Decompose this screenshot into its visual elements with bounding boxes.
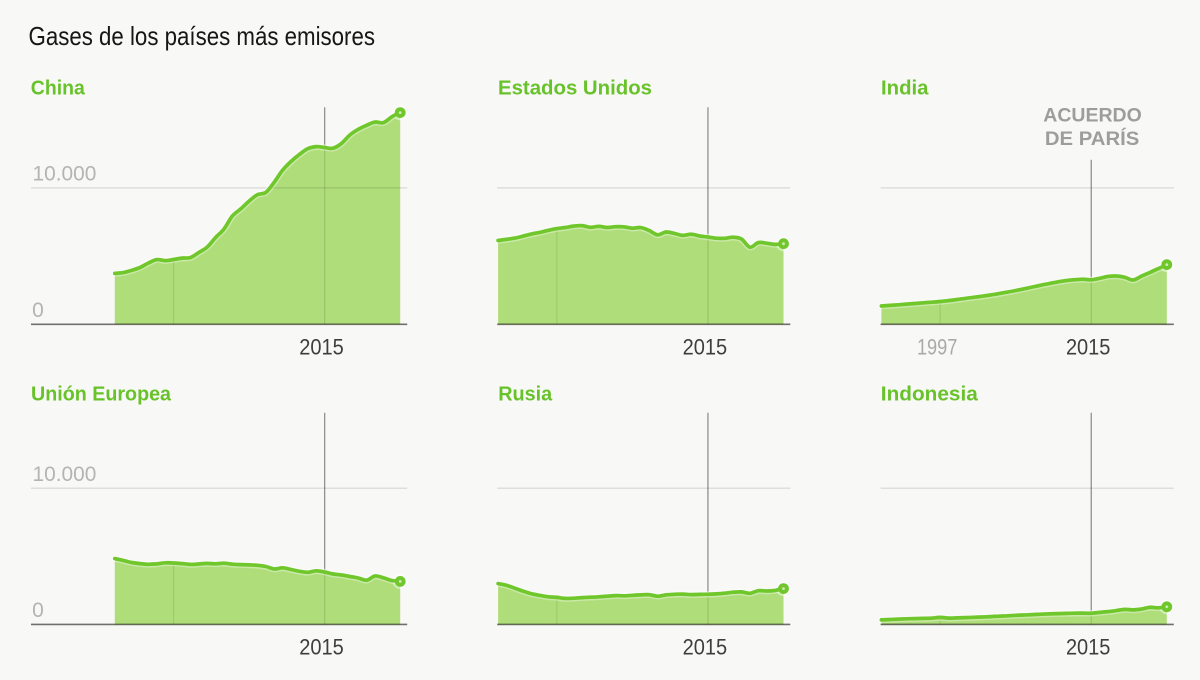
svg-text:Rusia: Rusia <box>498 383 553 405</box>
svg-text:Gases de los países más emisor: Gases de los países más emisores <box>29 21 376 51</box>
svg-text:10.000: 10.000 <box>33 463 97 486</box>
svg-text:2015: 2015 <box>299 334 344 359</box>
svg-text:2015: 2015 <box>299 635 344 660</box>
svg-text:2015: 2015 <box>683 334 728 359</box>
svg-text:0: 0 <box>32 299 44 322</box>
svg-text:ACUERDO: ACUERDO <box>1043 104 1142 126</box>
svg-text:Estados Unidos: Estados Unidos <box>498 78 652 100</box>
svg-text:1997: 1997 <box>917 334 958 359</box>
svg-text:2015: 2015 <box>683 635 728 660</box>
svg-text:Unión Europea: Unión Europea <box>31 383 172 405</box>
svg-text:10.000: 10.000 <box>33 163 97 186</box>
svg-text:India: India <box>881 78 929 100</box>
svg-text:DE PARÍS: DE PARÍS <box>1045 127 1139 150</box>
svg-text:0: 0 <box>32 599 44 622</box>
svg-text:2015: 2015 <box>1066 635 1111 660</box>
svg-text:China: China <box>31 78 86 100</box>
svg-text:Indonesia: Indonesia <box>881 383 979 405</box>
svg-text:2015: 2015 <box>1066 334 1111 359</box>
